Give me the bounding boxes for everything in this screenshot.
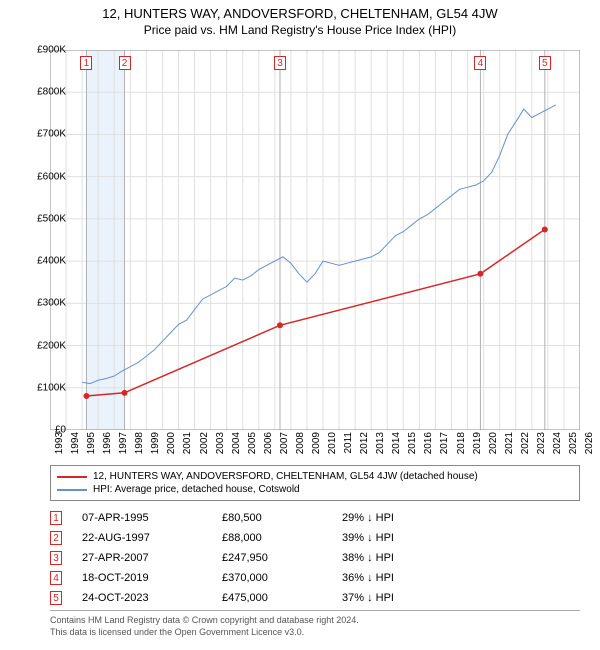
sale-date: 07-APR-1995 — [82, 512, 202, 524]
x-tick-label: 2009 — [311, 432, 322, 462]
legend-label: 12, HUNTERS WAY, ANDOVERSFORD, CHELTENHA… — [93, 471, 478, 482]
x-tick-label: 2011 — [343, 432, 354, 462]
sale-price: £247,950 — [222, 552, 322, 564]
sale-row: 4 18-OCT-2019 £370,000 36% ↓ HPI — [50, 568, 580, 588]
sale-marker-box: 1 — [80, 56, 92, 70]
x-tick-label: 2007 — [279, 432, 290, 462]
x-tick-label: 1995 — [86, 432, 97, 462]
sale-row: 3 27-APR-2007 £247,950 38% ↓ HPI — [50, 548, 580, 568]
x-tick-label: 1996 — [102, 432, 113, 462]
x-tick-label: 2008 — [295, 432, 306, 462]
sale-date: 27-APR-2007 — [82, 552, 202, 564]
legend-item: HPI: Average price, detached house, Cots… — [57, 483, 573, 496]
legend-item: 12, HUNTERS WAY, ANDOVERSFORD, CHELTENHA… — [57, 470, 573, 483]
x-tick-label: 2026 — [584, 432, 595, 462]
sale-delta: 37% ↓ HPI — [342, 592, 462, 604]
x-tick-label: 2023 — [536, 432, 547, 462]
legend-swatch — [57, 489, 87, 491]
sale-marker-box: 5 — [50, 591, 62, 605]
x-tick-label: 2022 — [520, 432, 531, 462]
sale-row: 1 07-APR-1995 £80,500 29% ↓ HPI — [50, 508, 580, 528]
sale-delta: 29% ↓ HPI — [342, 512, 462, 524]
x-tick-label: 2002 — [199, 432, 210, 462]
x-tick-label: 2024 — [552, 432, 563, 462]
x-tick-label: 2025 — [568, 432, 579, 462]
x-tick-label: 2021 — [504, 432, 515, 462]
chart-svg — [50, 50, 580, 430]
y-tick-label: £500K — [37, 213, 66, 224]
x-tick-label: 2006 — [263, 432, 274, 462]
sale-marker-box: 5 — [539, 56, 551, 70]
x-tick-label: 1994 — [70, 432, 81, 462]
sale-delta: 38% ↓ HPI — [342, 552, 462, 564]
x-tick-label: 2013 — [375, 432, 386, 462]
y-tick-label: £600K — [37, 171, 66, 182]
sale-marker-box: 4 — [50, 571, 62, 585]
chart-legend: 12, HUNTERS WAY, ANDOVERSFORD, CHELTENHA… — [50, 465, 580, 501]
x-tick-label: 2018 — [456, 432, 467, 462]
y-tick-label: £700K — [37, 129, 66, 140]
sale-date: 24-OCT-2023 — [82, 592, 202, 604]
sale-date: 18-OCT-2019 — [82, 572, 202, 584]
x-tick-label: 2005 — [247, 432, 258, 462]
sale-delta: 39% ↓ HPI — [342, 532, 462, 544]
sale-row: 5 24-OCT-2023 £475,000 37% ↓ HPI — [50, 588, 580, 608]
x-tick-label: 2014 — [391, 432, 402, 462]
chart-plot — [50, 50, 580, 430]
sale-marker-box: 3 — [274, 56, 286, 70]
footer-line: Contains HM Land Registry data © Crown c… — [50, 615, 580, 627]
sale-marker-box: 4 — [474, 56, 486, 70]
y-tick-label: £100K — [37, 382, 66, 393]
footer-line: This data is licensed under the Open Gov… — [50, 627, 580, 639]
footer: Contains HM Land Registry data © Crown c… — [50, 610, 580, 638]
chart-subtitle: Price paid vs. HM Land Registry's House … — [0, 21, 600, 41]
sale-price: £370,000 — [222, 572, 322, 584]
sale-price: £475,000 — [222, 592, 322, 604]
x-tick-label: 1998 — [134, 432, 145, 462]
legend-label: HPI: Average price, detached house, Cots… — [93, 484, 300, 495]
x-tick-label: 1993 — [54, 432, 65, 462]
x-tick-label: 2016 — [423, 432, 434, 462]
sale-marker-box: 3 — [50, 551, 62, 565]
x-tick-label: 2003 — [215, 432, 226, 462]
x-tick-label: 2019 — [472, 432, 483, 462]
x-tick-label: 2001 — [182, 432, 193, 462]
y-tick-label: £400K — [37, 256, 66, 267]
y-tick-label: £800K — [37, 87, 66, 98]
sale-marker-box: 2 — [119, 56, 131, 70]
y-tick-label: £300K — [37, 298, 66, 309]
sale-price: £88,000 — [222, 532, 322, 544]
x-tick-label: 1999 — [150, 432, 161, 462]
x-tick-label: 2010 — [327, 432, 338, 462]
x-tick-label: 2015 — [407, 432, 418, 462]
x-tick-label: 2017 — [439, 432, 450, 462]
x-tick-label: 2020 — [488, 432, 499, 462]
sale-date: 22-AUG-1997 — [82, 532, 202, 544]
y-tick-label: £900K — [37, 45, 66, 56]
x-tick-label: 2000 — [166, 432, 177, 462]
sale-marker-box: 2 — [50, 531, 62, 545]
x-tick-label: 2004 — [231, 432, 242, 462]
sale-delta: 36% ↓ HPI — [342, 572, 462, 584]
legend-swatch — [57, 476, 87, 478]
sale-marker-box: 1 — [50, 511, 62, 525]
sale-row: 2 22-AUG-1997 £88,000 39% ↓ HPI — [50, 528, 580, 548]
y-tick-label: £200K — [37, 340, 66, 351]
chart-title: 12, HUNTERS WAY, ANDOVERSFORD, CHELTENHA… — [0, 0, 600, 21]
x-tick-label: 1997 — [118, 432, 129, 462]
x-tick-label: 2012 — [359, 432, 370, 462]
sale-price: £80,500 — [222, 512, 322, 524]
sales-table: 1 07-APR-1995 £80,500 29% ↓ HPI 2 22-AUG-1997… — [50, 508, 580, 608]
